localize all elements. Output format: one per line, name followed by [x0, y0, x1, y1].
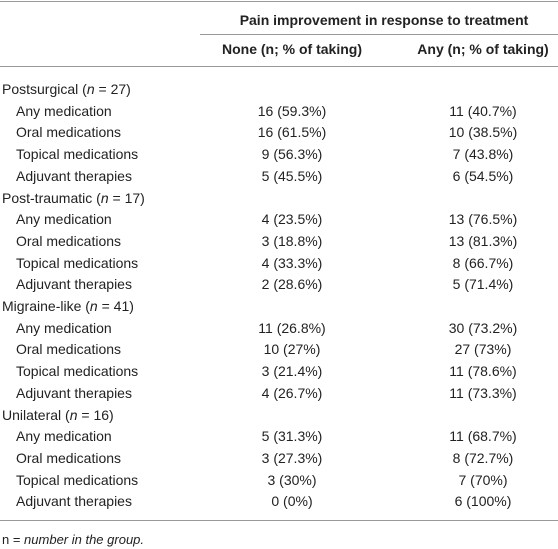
- cell: 5 (71.4%): [452, 276, 514, 293]
- cell: 11 (26.8%): [258, 319, 326, 336]
- row-label: Any medication: [16, 211, 112, 228]
- row-label: Oral medications: [16, 232, 122, 249]
- cell: 30 (73.2%): [448, 319, 518, 336]
- cell: 8 (66.7%): [452, 254, 514, 271]
- group-label-part: n: [89, 298, 98, 314]
- group-label-part: n: [86, 81, 95, 97]
- cell: 7 (70%): [458, 471, 508, 488]
- group-label-part: Post-traumatic (: [2, 189, 101, 206]
- group-label-part: Postsurgical (: [2, 81, 87, 97]
- cell: 4 (23.5%): [261, 211, 323, 228]
- row-label: Any medication: [16, 102, 112, 119]
- row-label: Oral medications: [16, 449, 122, 466]
- cell: 2 (28.6%): [261, 276, 323, 293]
- cell: 4 (26.7%): [261, 384, 323, 401]
- cell: 13 (81.3%): [448, 232, 518, 249]
- cell: 16 (61.5%): [257, 124, 327, 141]
- footnote-text: n =: [2, 532, 25, 547]
- group-label-part: Migraine-like (: [2, 298, 90, 314]
- group-label-part: Unilateral (: [2, 406, 70, 423]
- cell: 9 (56.3%): [261, 146, 323, 163]
- group-label-part: = 16): [77, 406, 114, 423]
- row-label: Any medication: [16, 319, 112, 336]
- cell: 3 (21.4%): [261, 363, 323, 380]
- group-label: Post-traumatic (n = 17): [2, 189, 145, 207]
- cell: 13 (76.5%): [448, 211, 518, 228]
- cell: 10 (27%): [263, 341, 321, 358]
- cell: 8 (72.7%): [452, 449, 514, 466]
- group-label: Migraine-like (n = 41): [2, 297, 134, 315]
- cell: 6 (100%): [454, 493, 512, 510]
- row-label: Adjuvant therapies: [16, 167, 132, 184]
- column-header: None (n; % of taking): [222, 41, 362, 57]
- cell: 4 (33.3%): [261, 254, 323, 271]
- group-label-part: = 17): [108, 189, 145, 206]
- header-bottom-rule: [0, 66, 558, 67]
- cell: 5 (45.5%): [261, 167, 323, 184]
- cell: 3 (18.8%): [261, 232, 323, 249]
- cell: 5 (31.3%): [261, 428, 323, 445]
- cell: 6 (54.5%): [452, 167, 514, 184]
- bottom-rule: [0, 520, 558, 521]
- cell: 10 (38.5%): [448, 124, 518, 141]
- group-label-part: = 27): [94, 81, 131, 97]
- top-rule: [0, 1, 558, 2]
- row-label: Oral medications: [16, 341, 122, 358]
- row-label: Oral medications: [16, 124, 122, 141]
- cell: 11 (73.3%): [449, 384, 517, 401]
- group-label-part: = 41): [97, 298, 134, 314]
- row-label: Adjuvant therapies: [16, 384, 132, 401]
- cell: 3 (30%): [267, 471, 317, 488]
- footnote-text: number in the group.: [24, 532, 145, 547]
- cell: 16 (59.3%): [257, 102, 327, 119]
- group-label: Unilateral (n = 16): [2, 406, 114, 424]
- cell: 7 (43.8%): [452, 146, 514, 163]
- column-header: Any (n; % of taking): [417, 41, 549, 57]
- cell: 0 (0%): [271, 493, 313, 510]
- row-label: Topical medications: [16, 363, 139, 380]
- cell: 3 (27.3%): [261, 449, 323, 466]
- cell: 11 (40.7%): [449, 102, 517, 119]
- group-label-part: n: [69, 406, 78, 423]
- row-label: Topical medications: [16, 146, 139, 163]
- group-label-part: n: [100, 189, 109, 206]
- cell: 27 (73%): [454, 341, 512, 358]
- row-label: Topical medications: [16, 254, 139, 271]
- row-label: Any medication: [16, 428, 112, 445]
- header-rule: [200, 34, 558, 35]
- header-title: Pain improvement in response to treatmen…: [239, 12, 529, 28]
- group-label: Postsurgical (n = 27): [2, 80, 131, 98]
- footnote: n = number in the group.: [2, 531, 144, 549]
- cell: 11 (78.6%): [449, 363, 517, 380]
- row-label: Topical medications: [16, 471, 139, 488]
- row-label: Adjuvant therapies: [16, 276, 132, 293]
- cell: 11 (68.7%): [449, 428, 517, 445]
- row-label: Adjuvant therapies: [16, 493, 132, 510]
